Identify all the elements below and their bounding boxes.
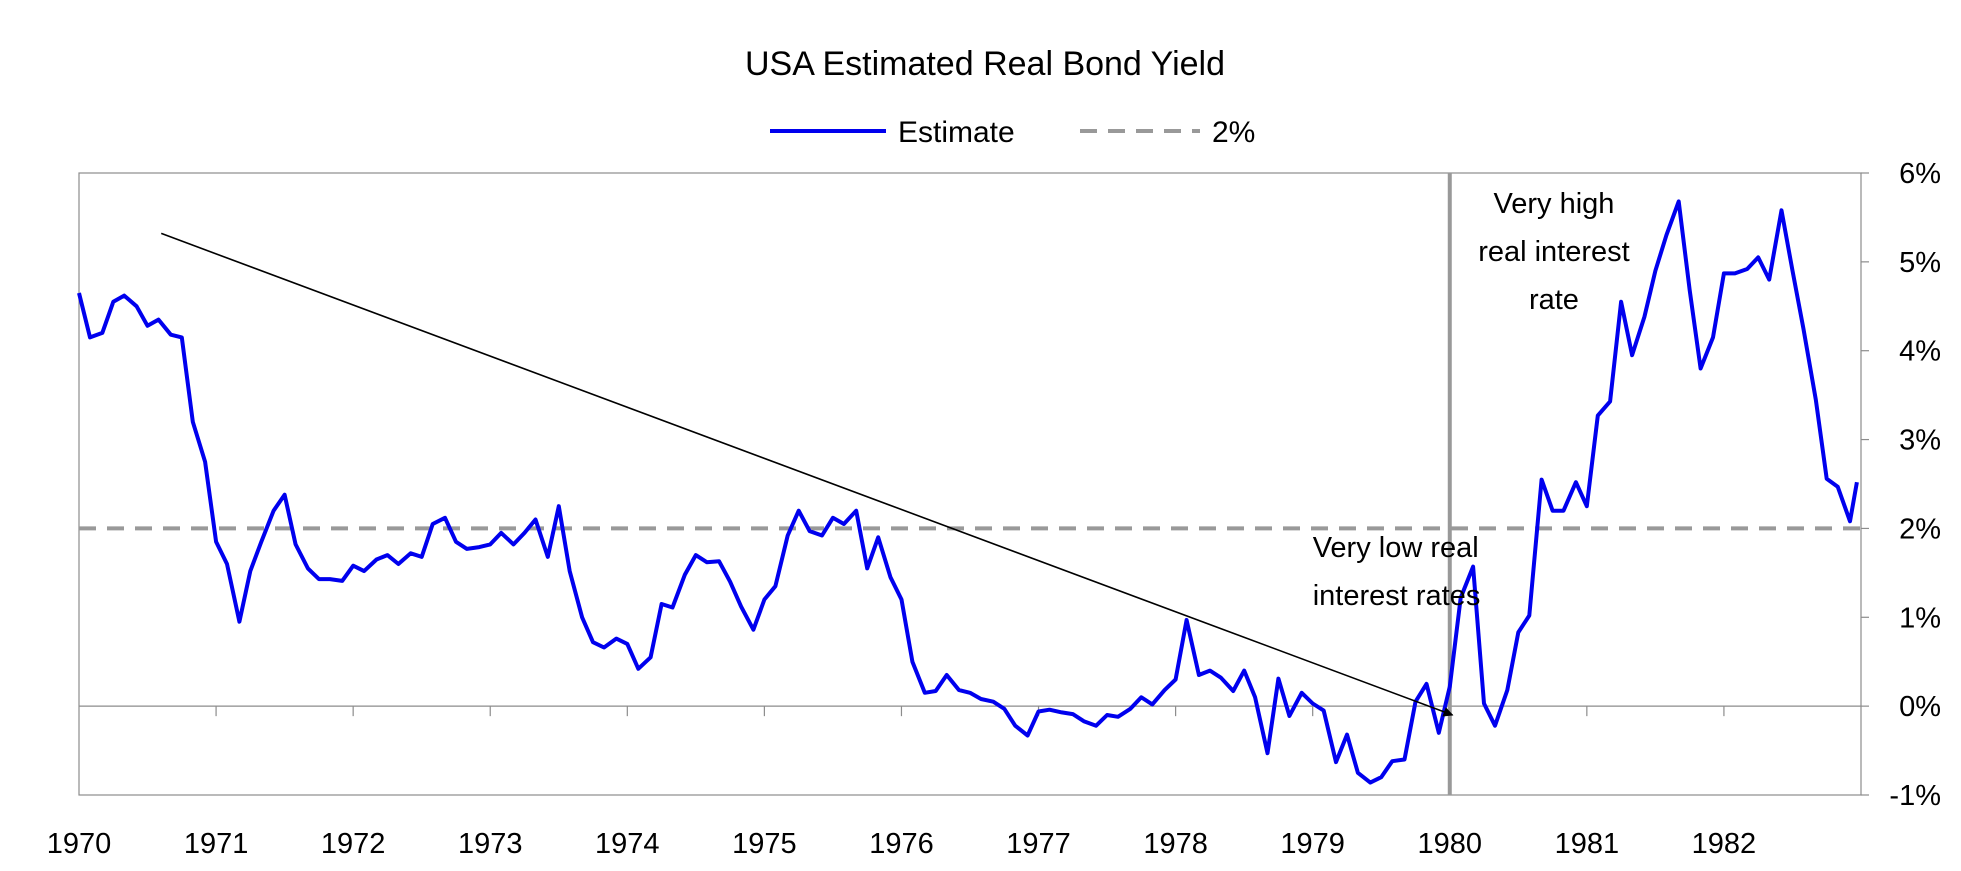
- x-tick-label: 1971: [184, 828, 249, 860]
- x-tick-label: 1975: [732, 828, 797, 860]
- x-tick-label: 1982: [1692, 828, 1757, 860]
- y-tick-label: -1%: [1889, 780, 1941, 812]
- x-tick-label: 1972: [321, 828, 386, 860]
- annotation-line: Very low real: [1313, 532, 1479, 564]
- annotation-low-rates: Very low real interest rates: [1313, 532, 1481, 612]
- series-line-estimate: [77, 199, 1859, 785]
- legend-label-estimate: Estimate: [898, 116, 1015, 149]
- x-tick-label: 1979: [1280, 828, 1345, 860]
- legend-label-2pct: 2%: [1212, 116, 1255, 149]
- x-tick-label: 1976: [869, 828, 934, 860]
- chart-title: USA Estimated Real Bond Yield: [745, 45, 1225, 83]
- x-tick-label: 1974: [595, 828, 660, 860]
- trend-arrow: [160, 232, 1454, 717]
- x-tick-label: 1973: [458, 828, 523, 860]
- x-axis: [79, 705, 1861, 717]
- x-tick-labels: 1970 1971 1972 1973 1974 1975 1976 1977 1978 1979…: [47, 828, 1756, 860]
- y-tick-label: 0%: [1899, 691, 1941, 723]
- x-tick-label: 1977: [1006, 828, 1071, 860]
- x-tick-label: 1970: [47, 828, 112, 860]
- annotation-line: real interest: [1478, 236, 1630, 268]
- y-tick-label: 2%: [1899, 513, 1941, 545]
- annotation-line: interest rates: [1313, 580, 1481, 612]
- x-tick-label: 1981: [1555, 828, 1620, 860]
- x-tick-label: 1978: [1143, 828, 1208, 860]
- y-tick-label: 5%: [1899, 247, 1941, 279]
- plot-area: [78, 172, 1862, 796]
- y-axis: [1861, 172, 1869, 796]
- annotation-high-rates: Very high real interest rate: [1478, 188, 1630, 316]
- y-tick-label: 4%: [1899, 336, 1941, 368]
- y-tick-label: 6%: [1899, 158, 1941, 190]
- y-tick-label: 3%: [1899, 425, 1941, 457]
- x-tick-label: 1980: [1418, 828, 1483, 860]
- y-tick-labels: -1% 0% 1% 2% 3% 4% 5% 6%: [1889, 158, 1941, 812]
- annotation-line: rate: [1529, 284, 1579, 316]
- legend: Estimate 2%: [770, 116, 1255, 149]
- annotation-line: Very high: [1493, 188, 1614, 220]
- y-tick-label: 1%: [1899, 602, 1941, 634]
